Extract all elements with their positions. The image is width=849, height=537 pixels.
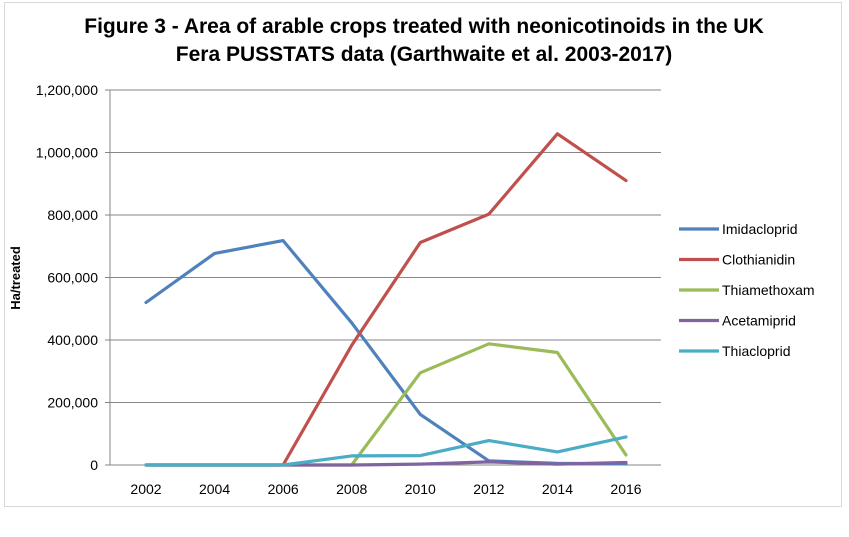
y-axis-label: Ha/treated bbox=[8, 246, 23, 310]
series-line-thiacloprid bbox=[144, 435, 628, 467]
chart-title-line-2: Fera PUSSTATS data (Garthwaite et al. 20… bbox=[175, 43, 673, 66]
x-tick-label: 2014 bbox=[542, 481, 573, 497]
series-line-thiamethoxam bbox=[144, 342, 628, 467]
series-lines bbox=[144, 132, 628, 467]
legend-label: Clothianidin bbox=[722, 252, 795, 268]
y-tick-label: 0 bbox=[90, 457, 98, 473]
chart-title-line-1: Figure 3 - Area of arable crops treated … bbox=[84, 15, 764, 38]
x-axis-ticks: 2002 2004 2006 2008 2010 2012 2014 2016 bbox=[130, 481, 641, 497]
y-tick-label: 200,000 bbox=[47, 395, 98, 411]
x-tick-label: 2004 bbox=[199, 481, 230, 497]
y-tick-label: 600,000 bbox=[47, 270, 98, 286]
chart-frame: Figure 3 - Area of arable crops treated … bbox=[4, 2, 842, 507]
series-line-clothianidin bbox=[144, 132, 628, 467]
x-tick-label: 2002 bbox=[130, 481, 161, 497]
x-tick-label: 2010 bbox=[405, 481, 436, 497]
x-tick-label: 2016 bbox=[610, 481, 641, 497]
legend-label: Thiacloprid bbox=[722, 343, 790, 359]
chart-title: Figure 3 - Area of arable crops treated … bbox=[5, 13, 843, 69]
x-tick-label: 2006 bbox=[268, 481, 299, 497]
y-tick-label: 1,200,000 bbox=[36, 82, 98, 98]
y-tick-label: 400,000 bbox=[47, 332, 98, 348]
y-axis-ticks: 0 200,000 400,000 600,000 800,000 1,000,000 1,… bbox=[36, 82, 99, 473]
legend-label: Acetamiprid bbox=[722, 313, 796, 329]
x-tick-label: 2008 bbox=[336, 481, 367, 497]
y-tick-label: 800,000 bbox=[47, 207, 98, 223]
legend: Imidacloprid Clothianidin Thiamethoxam Acet… bbox=[679, 221, 815, 359]
y-tick-label: 1,000,000 bbox=[36, 145, 98, 161]
x-tick-label: 2012 bbox=[473, 481, 504, 497]
legend-label: Imidacloprid bbox=[722, 221, 797, 237]
legend-label: Thiamethoxam bbox=[722, 282, 815, 298]
